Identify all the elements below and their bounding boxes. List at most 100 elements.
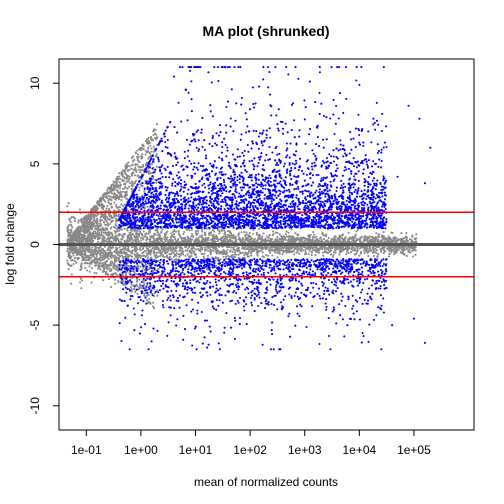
point-not-significant [89,253,92,256]
point-not-significant [156,294,159,297]
point-not-significant [104,239,107,242]
point-not-significant [84,226,87,229]
point-not-significant [272,246,275,249]
point-not-significant [77,229,80,232]
point-not-significant [242,247,246,250]
point-not-significant [182,253,185,256]
point-not-significant [110,240,113,243]
point-not-significant [100,231,103,234]
point-not-significant [373,247,376,250]
point-not-significant [175,254,178,257]
point-not-significant [118,206,122,209]
point-not-significant [223,229,226,232]
point-not-significant [177,253,180,256]
point-not-significant [135,273,138,276]
point-not-significant [240,231,243,234]
point-not-significant [228,250,232,253]
point-not-significant [102,205,106,208]
point-not-significant [117,281,120,284]
point-not-significant [119,184,122,187]
point-not-significant [367,237,370,240]
point-not-significant [114,256,117,259]
point-not-significant [121,178,124,181]
point-not-significant [303,236,306,239]
point-not-significant [94,235,97,238]
point-not-significant [120,238,123,241]
point-not-significant [84,231,87,234]
point-not-significant [108,222,111,226]
point-not-significant [317,251,320,254]
point-not-significant [216,236,219,239]
point-not-significant [90,223,93,227]
point-not-significant [264,239,267,242]
point-not-significant [395,241,398,244]
point-not-significant [118,196,121,199]
point-not-significant [228,256,231,259]
point-not-significant [298,252,301,256]
point-not-significant [130,252,133,255]
point-not-significant [67,232,70,236]
point-not-significant [248,250,251,253]
point-not-significant [354,235,357,238]
point-not-significant [146,236,149,239]
point-not-significant [186,228,189,231]
point-not-significant [77,221,80,224]
point-not-significant [98,198,102,201]
point-not-significant [102,196,105,199]
point-not-significant [107,251,110,255]
point-not-significant [126,180,129,183]
point-not-significant [156,239,159,242]
point-not-significant [119,177,122,180]
point-not-significant [84,234,87,237]
point-not-significant [313,245,316,248]
point-not-significant [74,250,77,253]
point-not-significant [130,283,133,286]
chart-title: MA plot (shrunked) [202,23,329,39]
point-not-significant [138,189,141,192]
point-not-significant [173,236,176,239]
point-not-significant [113,254,116,257]
point-not-significant [338,234,341,237]
point-not-significant [123,169,126,172]
point-not-significant [101,264,104,267]
point-not-significant [91,233,94,236]
point-not-significant [137,287,140,290]
point-not-significant [106,204,109,207]
point-not-significant [88,218,91,221]
point-not-significant [125,240,128,243]
point-not-significant [313,239,316,242]
point-not-significant [114,231,117,234]
point-not-significant [302,249,305,252]
point-not-significant [255,231,258,234]
point-not-significant [284,238,287,241]
point-not-significant [258,246,261,249]
point-not-significant [155,251,158,254]
point-not-significant [150,150,153,153]
point-not-significant [134,169,138,172]
point-not-significant [135,233,138,236]
point-not-significant [143,294,146,297]
point-not-significant [68,263,71,266]
point-not-significant [223,232,226,235]
point-not-significant [411,234,414,237]
point-not-significant [310,254,313,257]
point-not-significant [141,144,144,147]
point-not-significant [175,259,178,262]
point-not-significant [206,268,209,271]
point-not-significant [411,245,415,248]
point-not-significant [400,240,403,243]
point-not-significant [241,238,244,241]
point-not-significant [124,273,127,276]
point-not-significant [135,236,138,239]
point-not-significant [104,271,107,274]
point-not-significant [136,280,139,283]
point-not-significant [69,251,72,254]
point-not-significant [154,257,157,260]
point-not-significant [258,236,261,239]
point-significant [228,161,231,164]
point-not-significant [67,268,70,271]
point-not-significant [263,241,266,244]
point-not-significant [137,232,140,235]
point-not-significant [155,123,159,126]
point-not-significant [148,298,151,301]
